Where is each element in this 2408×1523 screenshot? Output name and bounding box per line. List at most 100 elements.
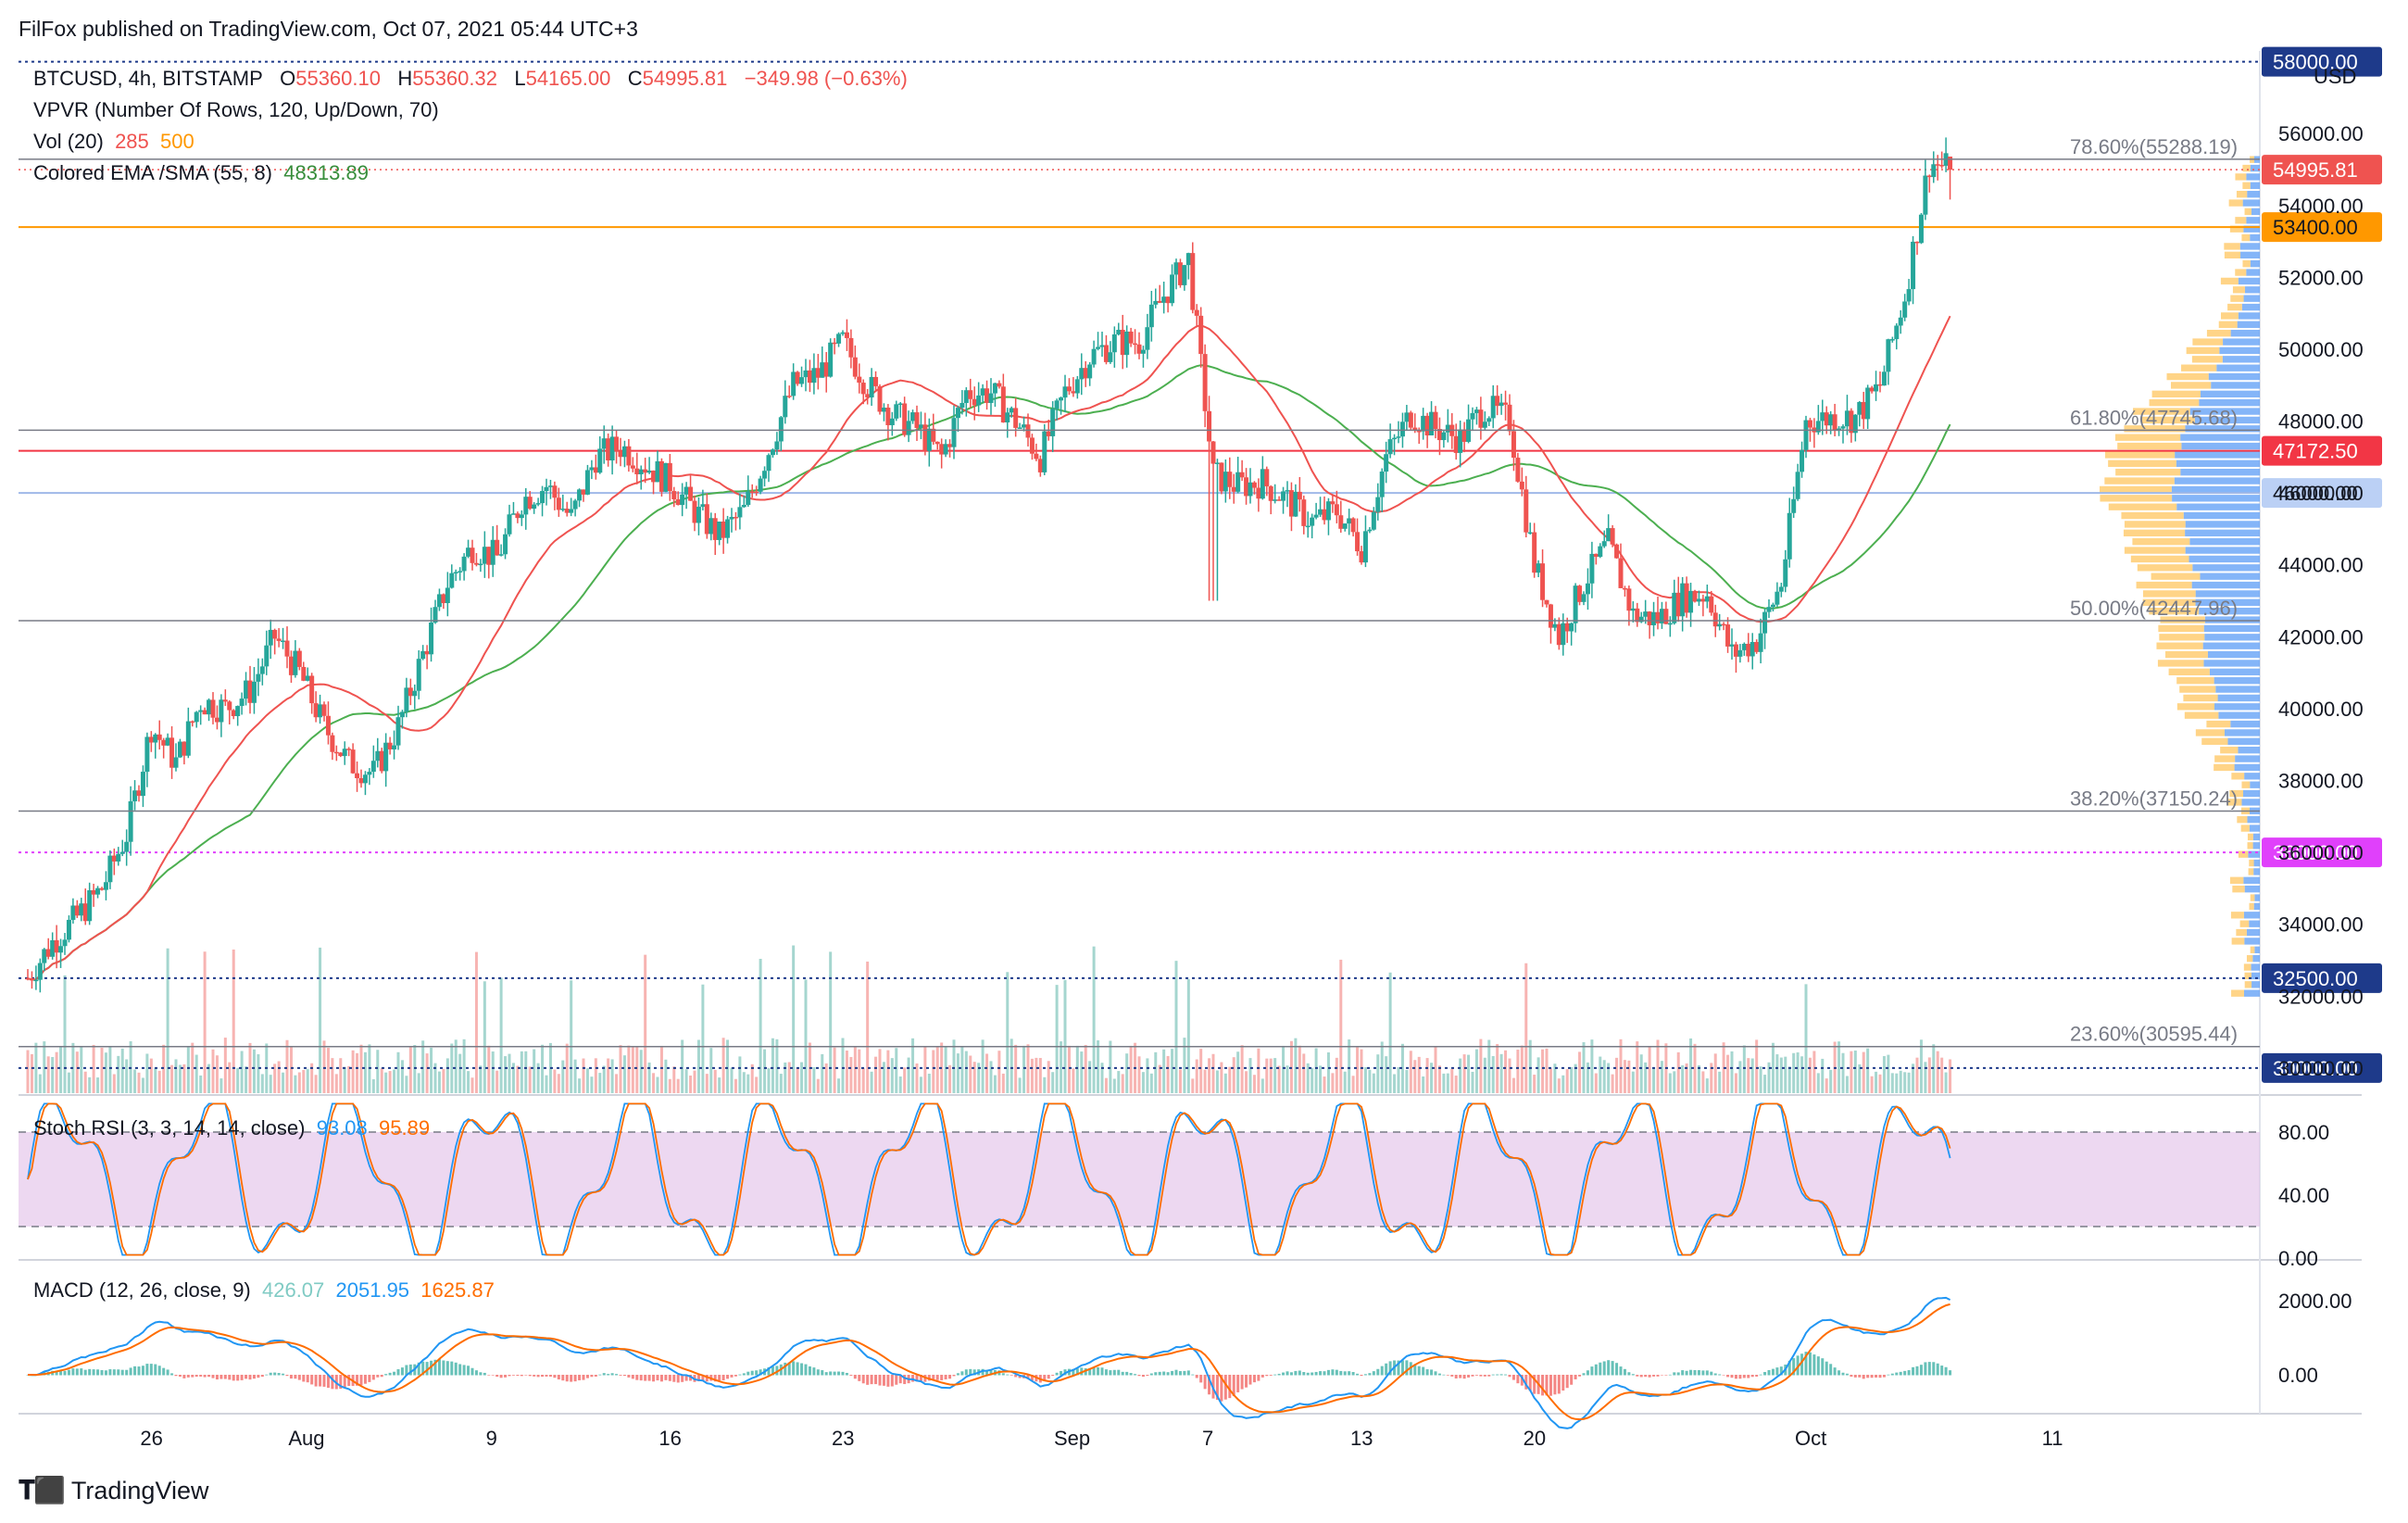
macd-histogram-bar [607,1374,610,1376]
volume-bar [1837,1041,1841,1093]
macd-histogram-bar [182,1375,186,1378]
candle-body [399,711,405,718]
candle-body [1622,587,1627,590]
candle-body [470,548,475,563]
candle-body [766,455,771,472]
candle-body [383,742,389,772]
vpvr-up-row [2203,660,2260,667]
vpvr-up-row [2214,677,2260,685]
macd-histogram-bar [445,1361,449,1376]
volume-bar [1388,972,1392,1093]
macd-histogram-bar [1602,1361,1606,1376]
macd-histogram-bar [585,1375,589,1378]
candle-body [1387,439,1393,455]
macd-histogram-bar [331,1375,334,1390]
macd-histogram-bar [1223,1375,1227,1400]
macd-histogram-bar [1372,1371,1375,1376]
volume-bar [812,1067,816,1093]
macd-histogram-bar [1895,1372,1899,1376]
candle-body [1214,462,1220,464]
volume-bar [1178,1069,1182,1093]
candle-body [1359,551,1364,563]
macd-histogram-bar [1245,1375,1248,1388]
candle-body [1145,327,1150,350]
candle-body [1103,345,1109,362]
volume-bar [948,1064,952,1093]
macd-histogram-bar [726,1375,730,1379]
macd-histogram-bar [508,1375,511,1377]
candle-body [1322,509,1327,521]
candle-body [1717,623,1723,627]
volume-bar [331,1058,334,1093]
volume-bar [734,1078,737,1093]
candle-body [124,841,130,852]
macd-histogram-bar [294,1375,297,1379]
candle-body [1918,214,1924,244]
volume-bar [334,1074,338,1093]
candle-body [313,703,319,718]
macd-histogram-bar [1792,1358,1796,1376]
volume-bar [1038,1058,1042,1093]
macd-histogram-bar [927,1375,931,1381]
vpvr-up-row [2180,434,2260,441]
candle-body [281,640,286,643]
macd-histogram-bar [972,1369,976,1376]
macd-histogram-bar [380,1375,383,1378]
vpvr-down-row [2249,902,2254,911]
volume-bar [363,1051,367,1093]
volume-bar [1010,1038,1013,1093]
volume-bar [351,1050,355,1093]
candle-body [1820,412,1825,422]
candle-body [663,462,669,492]
price-tick-label: 34000.00 [2278,913,2364,937]
macd-histogram-bar [1400,1360,1404,1376]
vpvr-up-row [2195,598,2260,606]
volume-bar [570,980,573,1093]
candle-body [416,659,421,691]
candle-body [630,465,635,469]
macd-histogram-bar [1693,1369,1697,1376]
macd-pane: 2000.000.00 [26,1290,2352,1429]
price-axis[interactable]: 56000.0054000.0052000.0050000.0048000.00… [2278,65,2364,1080]
vpvr-up-row [2243,876,2260,884]
macd-histogram-bar [1319,1371,1323,1376]
time-axis[interactable]: 26 Aug 9 16 23 Sep 7 13 20 Oct 11 [140,1427,2063,1450]
macd-histogram-bar [676,1375,680,1383]
volume-bar [1726,1054,1730,1093]
volume-bar [759,958,762,1093]
volume-bar [1636,1041,1639,1093]
candle-body [1561,623,1566,646]
candle-body [358,777,364,784]
footer-brand: TradingView [70,1476,209,1504]
volume-bar [898,1076,902,1093]
macd-histogram-bar [935,1375,939,1380]
volume-bar [545,1075,548,1093]
macd-histogram-bar [557,1375,560,1380]
candle-body [795,371,800,384]
volume-bar [705,1074,709,1093]
candle-body [1470,412,1475,420]
tradingview-footer[interactable]: 𝐓⬛ TradingView [19,1475,209,1506]
volume-bar [252,1049,256,1093]
volume-bar [125,1059,129,1093]
candle-body [1791,498,1797,513]
candle-body [725,519,731,538]
volume-bar [1533,1075,1536,1093]
stoch-k-value: 93.08 [316,1116,368,1139]
candle-body [408,687,413,697]
candle-body [1133,343,1138,346]
candle-body [877,385,883,412]
volume-bar [100,1047,104,1093]
candle-body [1807,420,1812,428]
vpvr-down-row [2231,989,2244,997]
macd-histogram-bar [1496,1374,1499,1376]
candle-body [478,563,483,566]
volume-bar [1158,1064,1161,1093]
volume-bar [199,1075,203,1093]
vpvr-up-row [2251,972,2260,980]
volume-bar [1141,1072,1145,1093]
macd-histogram-bar [635,1375,639,1380]
horizontal-levels[interactable]: 58000.0053400.0047172.5046000.0036000.00… [19,46,2382,1083]
macd-histogram-bar [1141,1375,1145,1378]
